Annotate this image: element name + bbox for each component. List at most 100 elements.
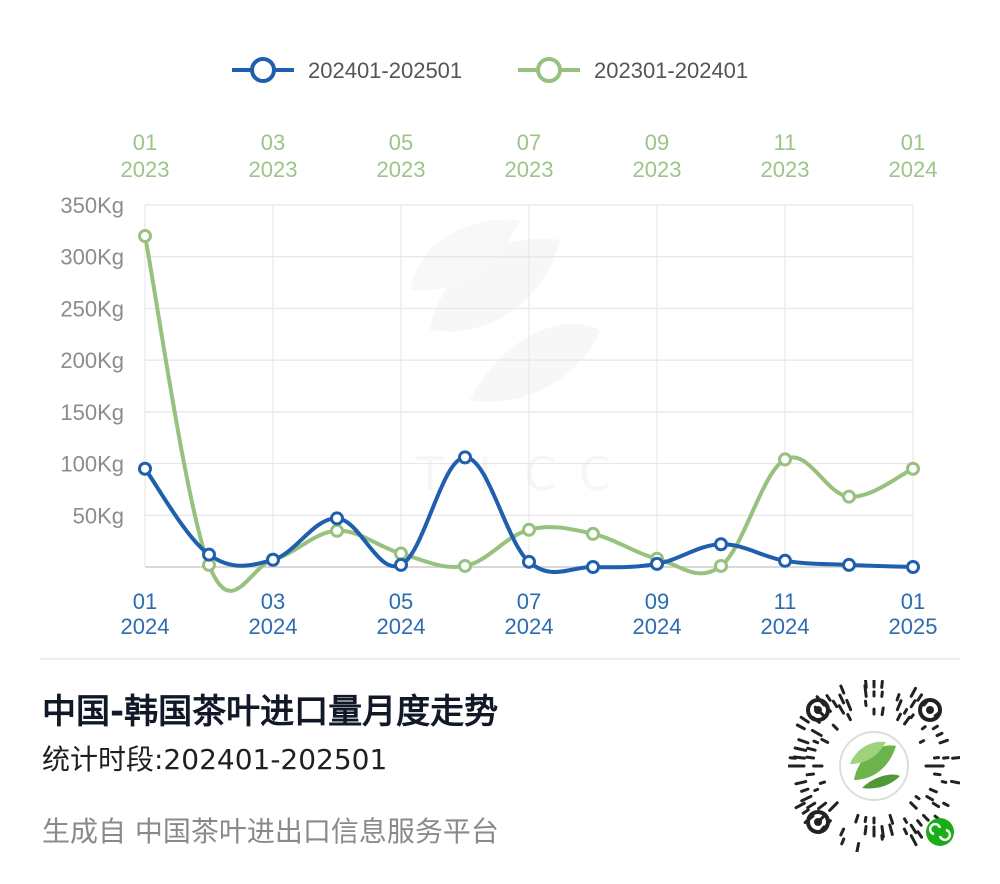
series-blue xyxy=(138,450,920,574)
qr-dot xyxy=(818,780,827,785)
qr-dot xyxy=(925,795,935,802)
qr-dot xyxy=(920,725,927,731)
qr-dot xyxy=(909,699,917,709)
x-bottom-tick-label: 09 xyxy=(645,589,669,614)
qr-dot xyxy=(806,746,817,752)
data-point xyxy=(330,523,344,538)
qr-dot xyxy=(931,801,941,809)
data-point xyxy=(138,229,152,244)
x-bottom-tick-label: 2024 xyxy=(633,614,682,639)
qr-dot xyxy=(932,756,941,760)
legend-label: 202401-202501 xyxy=(308,58,462,83)
qr-dot xyxy=(914,795,921,801)
x-bottom-tick-label: 2024 xyxy=(121,614,170,639)
qr-dot xyxy=(838,693,846,705)
qr-dot xyxy=(863,824,868,836)
qr-dot xyxy=(863,815,868,824)
qr-dot xyxy=(831,699,839,709)
x-top-tick-label: 2023 xyxy=(633,157,682,182)
x-top-tick-label: 05 xyxy=(389,130,413,155)
chart-title: 中国-韩国茶叶进口量月度走势 xyxy=(42,692,499,732)
data-point xyxy=(906,560,920,574)
x-bottom-tick-label: 05 xyxy=(389,589,413,614)
qr-dot xyxy=(800,794,813,803)
qr-dot xyxy=(805,772,816,777)
x-top-tick-label: 09 xyxy=(645,130,669,155)
qr-dot xyxy=(916,830,924,839)
y-tick-label: 300Kg xyxy=(60,245,124,270)
data-point xyxy=(778,452,792,467)
qr-dot xyxy=(846,712,852,722)
x-bottom-tick-label: 2024 xyxy=(377,614,426,639)
qr-dot xyxy=(902,827,909,836)
qr-dot xyxy=(896,712,902,722)
qr-dot xyxy=(793,746,808,752)
statistics-period: 统计时段:202401-202501 xyxy=(42,743,388,776)
qr-dot xyxy=(888,813,895,825)
x-bottom-tick-label: 2024 xyxy=(505,614,554,639)
qr-dot xyxy=(916,819,923,827)
qr-dot xyxy=(820,737,830,744)
data-point xyxy=(522,554,536,569)
watermark-letter: C xyxy=(579,447,611,501)
legend-marker xyxy=(536,57,562,83)
legend-item: 202401-202501 xyxy=(232,57,462,83)
qr-dot xyxy=(794,780,808,786)
qr-dot xyxy=(909,686,917,698)
data-point xyxy=(266,552,280,567)
data-point xyxy=(458,450,472,465)
qr-dot xyxy=(805,755,816,760)
x-top-tick-label: 01 xyxy=(901,130,925,155)
qr-dot xyxy=(863,699,868,708)
qr-finder xyxy=(806,810,830,834)
qr-dot xyxy=(797,738,810,745)
watermark-leaf xyxy=(410,219,520,291)
x-top-tick-label: 07 xyxy=(517,130,541,155)
qr-dot xyxy=(909,713,915,720)
x-bottom-tick-label: 01 xyxy=(901,589,925,614)
qr-dot xyxy=(839,684,846,695)
qr-dot xyxy=(940,780,948,784)
qr-dot xyxy=(909,834,918,847)
x-bottom-tick-label: 07 xyxy=(517,589,541,614)
qr-dot xyxy=(903,715,911,726)
divider xyxy=(40,658,960,660)
qr-dot xyxy=(855,841,861,852)
data-point xyxy=(714,558,728,573)
data-point xyxy=(330,511,344,526)
x-bottom-tick-label: 2025 xyxy=(889,614,938,639)
qr-dot xyxy=(895,693,901,702)
qr-finder-center xyxy=(814,706,822,714)
qr-dot xyxy=(813,787,820,793)
x-bottom-tick-label: 03 xyxy=(261,589,285,614)
x-bottom-tick-label: 01 xyxy=(133,589,157,614)
x-top-tick-label: 2023 xyxy=(249,157,298,182)
x-top-tick-label: 01 xyxy=(133,130,157,155)
source-note: 生成自 中国茶叶进出口信息服务平台 xyxy=(42,815,499,848)
qr-dot xyxy=(903,708,909,715)
x-top-tick-label: 2023 xyxy=(121,157,170,182)
x-bottom-tick-label: 2024 xyxy=(761,614,810,639)
qr-dot xyxy=(949,779,960,785)
qr-dot xyxy=(909,801,918,810)
qr-dot xyxy=(931,724,939,731)
qr-dot xyxy=(810,728,823,737)
data-point xyxy=(842,489,856,504)
data-point xyxy=(458,558,472,573)
y-tick-label: 200Kg xyxy=(60,348,124,373)
qr-dot xyxy=(903,817,909,824)
qr-dot xyxy=(928,787,938,794)
qr-dot xyxy=(812,739,820,745)
qr-dot xyxy=(951,756,960,760)
mini-program-qr-code-icon[interactable] xyxy=(788,680,960,852)
y-tick-label: 100Kg xyxy=(60,452,124,477)
data-point xyxy=(202,547,216,562)
qr-finder xyxy=(918,698,942,722)
y-tick-label: 150Kg xyxy=(60,400,124,425)
y-tick-label: 350Kg xyxy=(60,193,124,218)
qr-dot xyxy=(825,694,832,702)
data-point xyxy=(842,557,856,572)
data-point xyxy=(586,526,600,541)
qr-dot xyxy=(831,723,839,731)
data-point xyxy=(394,557,408,572)
